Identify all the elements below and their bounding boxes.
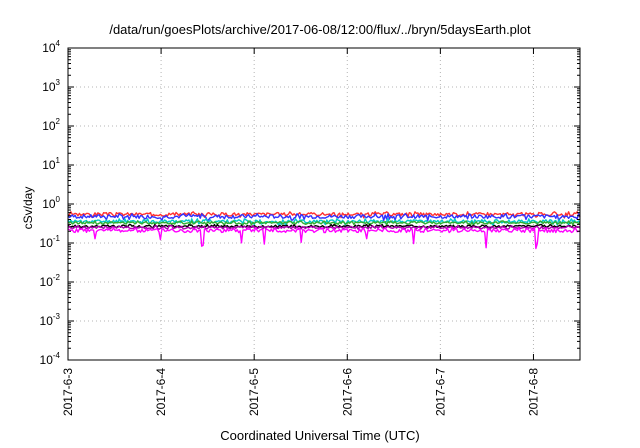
y-tick-label: 100 <box>42 195 60 211</box>
series-layer <box>67 211 581 250</box>
y-tick-label: 102 <box>42 117 60 133</box>
x-tick-label: 2017-6-6 <box>340 368 354 416</box>
grid-layer <box>68 48 580 360</box>
series-line-0 <box>67 211 581 219</box>
series-line-3 <box>67 220 581 226</box>
y-tick-label: 10-1 <box>40 234 61 250</box>
y-tick-label: 101 <box>42 156 60 172</box>
series-line-2 <box>67 218 581 226</box>
y-tick-label: 104 <box>42 39 60 55</box>
chart-title: /data/run/goesPlots/archive/2017-06-08/1… <box>109 22 531 37</box>
series-line-4 <box>67 223 581 229</box>
x-tick-label: 2017-6-5 <box>247 368 261 416</box>
x-tick-label: 2017-6-4 <box>154 368 168 416</box>
y-axis-label: cSv/day <box>21 186 35 230</box>
x-tick-label: 2017-6-8 <box>526 368 540 416</box>
series-line-6 <box>67 227 581 250</box>
y-tick-label: 10-3 <box>40 312 61 328</box>
x-tick-label: 2017-6-7 <box>433 368 447 416</box>
y-tick-label: 10-4 <box>40 351 61 367</box>
series-line-1 <box>67 213 581 222</box>
y-tick-label: 10-2 <box>40 273 61 289</box>
y-tick-label: 103 <box>42 78 60 94</box>
x-axis-label: Coordinated Universal Time (UTC) <box>220 428 420 443</box>
x-tick-label: 2017-6-3 <box>61 368 75 416</box>
tick-layer <box>67 47 580 361</box>
series-line-5 <box>67 224 581 231</box>
